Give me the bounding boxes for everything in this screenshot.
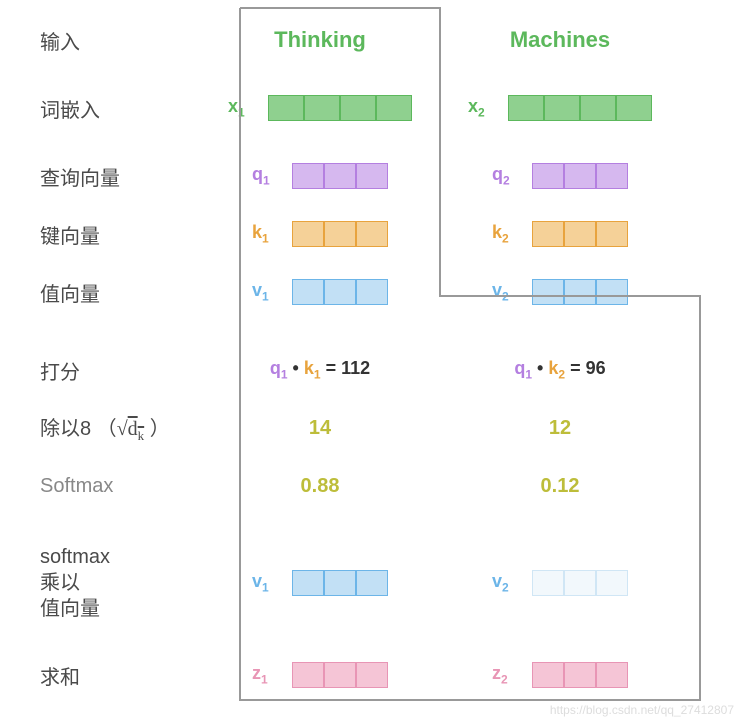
softmax-1: 0.88 [301, 475, 340, 498]
vec-x1 [268, 95, 412, 121]
label-query: 查询向量 [10, 162, 200, 191]
score-expr-1: q1 • k1 = 112 [270, 358, 370, 382]
vec-v1b [292, 570, 388, 596]
attention-diagram: 输入 Thinking Machines 词嵌入 x1 x2 查询向量 q1 q… [0, 0, 746, 723]
vec-k2 [532, 221, 628, 247]
var-v2b: v2 [492, 571, 522, 595]
label-input: 输入 [10, 26, 200, 55]
label-divide: 除以8 （√dk ） [10, 412, 200, 444]
var-z1: z1 [252, 663, 282, 687]
label-softmax: Softmax [10, 475, 200, 498]
row-softmax: Softmax 0.88 0.12 [10, 466, 736, 506]
vec-k1 [292, 221, 388, 247]
cell-k2: k2 [440, 221, 680, 247]
cell-v2: v2 [440, 279, 680, 305]
var-q1: q1 [252, 164, 282, 188]
vec-q1 [292, 163, 388, 189]
cell-z1: z1 [200, 662, 440, 688]
cell-k1: k1 [200, 221, 440, 247]
cell-x1: x1 [200, 95, 440, 121]
cell-z2: z2 [440, 662, 680, 688]
vec-z1 [292, 662, 388, 688]
row-query: 查询向量 q1 q2 [10, 156, 736, 196]
cell-q1: q1 [200, 163, 440, 189]
row-score: 打分 q1 • k1 = 112 q1 • k2 = 96 [10, 350, 736, 390]
row-sum: 求和 z1 z2 [10, 655, 736, 695]
label-value: 值向量 [10, 278, 200, 307]
vec-q2 [532, 163, 628, 189]
softmax-2: 0.12 [541, 475, 580, 498]
row-divide: 除以8 （√dk ） 14 12 [10, 408, 736, 448]
divided-2: 12 [549, 417, 571, 440]
divided-1: 14 [309, 417, 331, 440]
var-k2: k2 [492, 222, 522, 246]
vec-v2 [532, 279, 628, 305]
row-input: 输入 Thinking Machines [10, 20, 736, 60]
row-embedding: 词嵌入 x1 x2 [10, 78, 736, 138]
var-k1: k1 [252, 222, 282, 246]
row-value: 值向量 v1 v2 [10, 272, 736, 312]
vec-x2 [508, 95, 652, 121]
row-softmax-mul-v: softmax 乘以 值向量 v1 v2 [10, 544, 736, 622]
var-z2: z2 [492, 663, 522, 687]
word-machines: Machines [510, 27, 610, 53]
watermark-text: https://blog.csdn.net/qq_27412807 [550, 703, 734, 717]
label-key: 键向量 [10, 220, 200, 249]
label-sum: 求和 [10, 661, 200, 690]
var-v2: v2 [492, 280, 522, 304]
label-embedding: 词嵌入 [10, 94, 200, 123]
vec-v1 [292, 279, 388, 305]
var-x2: x2 [468, 96, 498, 120]
var-x1: x1 [228, 96, 258, 120]
score-expr-2: q1 • k2 = 96 [514, 358, 605, 382]
word-thinking: Thinking [274, 27, 366, 53]
cell-v2-weighted: v2 [440, 570, 680, 596]
vec-v2b [532, 570, 628, 596]
cell-v1-weighted: v1 [200, 570, 440, 596]
var-q2: q2 [492, 164, 522, 188]
var-v1b: v1 [252, 571, 282, 595]
vec-z2 [532, 662, 628, 688]
cell-v1: v1 [200, 279, 440, 305]
cell-q2: q2 [440, 163, 680, 189]
row-key: 键向量 k1 k2 [10, 214, 736, 254]
cell-x2: x2 [440, 95, 680, 121]
label-softmax-mul: softmax 乘以 值向量 [10, 544, 200, 622]
label-score: 打分 [10, 356, 200, 385]
var-v1: v1 [252, 280, 282, 304]
